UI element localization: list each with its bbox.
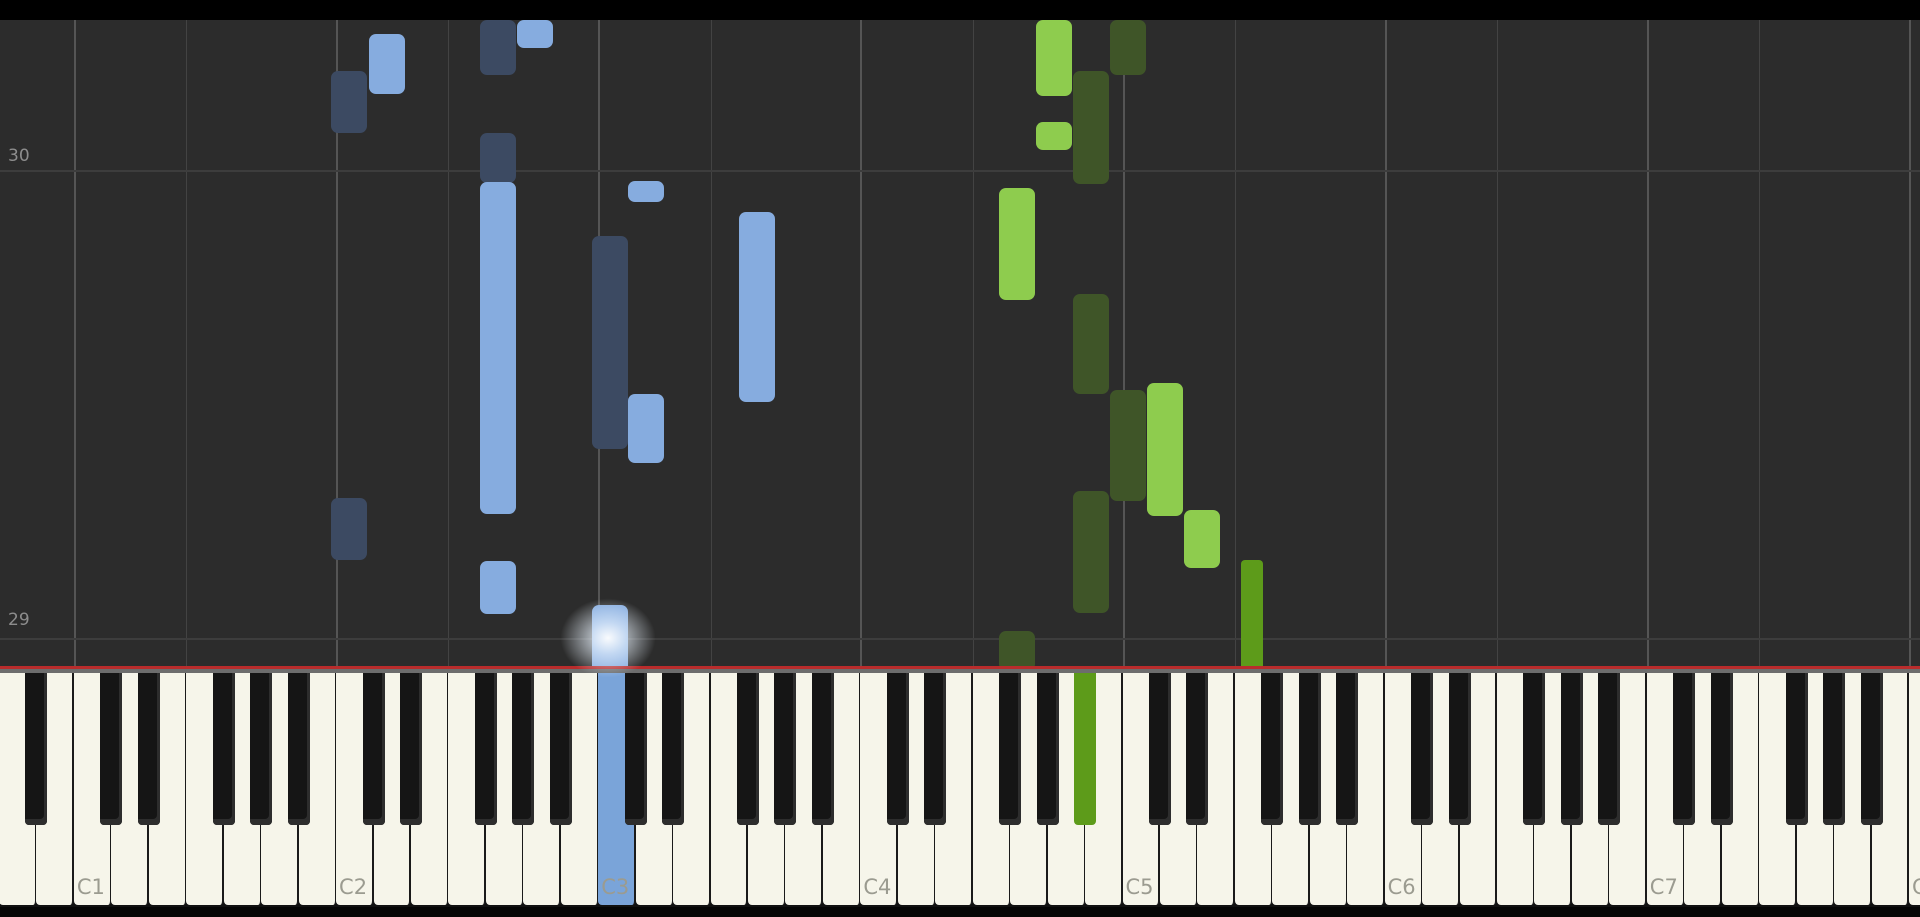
black-key-Csharp6[interactable]	[1411, 673, 1434, 825]
black-key-Dsharp1[interactable]	[137, 673, 160, 825]
left-hand-note	[628, 394, 664, 463]
grid-line-C5	[1122, 20, 1125, 666]
right-hand-note	[1184, 510, 1220, 568]
right-hand-note	[1110, 20, 1146, 75]
grid-line-C7	[1646, 20, 1649, 666]
right-hand-note	[999, 188, 1035, 300]
grid-line-C8	[1908, 20, 1911, 666]
black-key-Gsharp2[interactable]	[512, 673, 535, 825]
grid-line-C1	[73, 20, 76, 666]
right-hand-note	[1073, 71, 1109, 184]
black-key-Fsharp3[interactable]	[737, 673, 759, 825]
left-hand-note	[480, 561, 516, 614]
measure-line	[0, 638, 1920, 640]
left-hand-note	[592, 236, 628, 449]
measure-line	[0, 170, 1920, 172]
black-key-Dsharp6[interactable]	[1448, 673, 1471, 825]
black-key-Asharp1[interactable]	[287, 673, 310, 825]
grid-line-F4	[972, 20, 974, 666]
black-key-Fsharp6[interactable]	[1523, 673, 1546, 825]
black-key-Gsharp7[interactable]	[1823, 673, 1846, 825]
grid-line-F2	[448, 20, 450, 666]
black-key-Asharp2[interactable]	[549, 673, 572, 825]
left-hand-note	[331, 498, 367, 560]
black-key-Dsharp5[interactable]	[1186, 673, 1209, 825]
grid-line-F7	[1759, 20, 1761, 666]
white-key-C8[interactable]	[1908, 673, 1920, 905]
key-label-C8: C8	[1911, 875, 1920, 899]
black-key-Asharp4[interactable]	[1074, 673, 1097, 825]
right-hand-note	[1073, 294, 1109, 394]
right-hand-note	[1110, 390, 1146, 501]
black-key-Gsharp3[interactable]	[774, 673, 797, 825]
right-hand-note	[1036, 122, 1072, 150]
left-hand-note	[592, 605, 628, 666]
grid-line-F6	[1497, 20, 1498, 666]
left-hand-note	[517, 20, 553, 48]
grid-line-F5	[1234, 20, 1236, 666]
key-label-C6: C6	[1387, 875, 1416, 899]
black-key-Fsharp2[interactable]	[474, 673, 497, 825]
measure-number-29: 29	[8, 610, 30, 630]
key-label-C1: C1	[76, 875, 105, 899]
black-key-Dsharp2[interactable]	[399, 673, 422, 825]
black-key-Csharp3[interactable]	[624, 673, 647, 825]
right-hand-note	[1147, 383, 1183, 516]
left-hand-note	[480, 20, 516, 75]
black-key-Gsharp6[interactable]	[1560, 673, 1583, 825]
black-key-Gsharp5[interactable]	[1298, 673, 1321, 825]
black-key-Asharp7[interactable]	[1860, 673, 1883, 825]
left-hand-note	[739, 212, 775, 402]
black-key-Dsharp7[interactable]	[1710, 673, 1733, 825]
key-label-C3: C3	[601, 875, 630, 899]
keyboard-top-edge	[0, 669, 1920, 673]
hit-line	[0, 666, 1920, 669]
key-label-C7: C7	[1649, 875, 1678, 899]
black-key-Fsharp7[interactable]	[1785, 673, 1808, 825]
black-key-Asharp0[interactable]	[25, 673, 48, 825]
right-hand-note	[1036, 20, 1072, 96]
grid-line-C6	[1384, 20, 1387, 666]
black-key-Csharp2[interactable]	[362, 673, 385, 825]
left-hand-note	[628, 181, 664, 202]
black-key-Asharp6[interactable]	[1598, 673, 1621, 825]
grid-line-F1	[186, 20, 188, 666]
measure-number-30: 30	[8, 146, 30, 166]
black-key-Asharp5[interactable]	[1336, 673, 1359, 825]
key-label-C2: C2	[339, 875, 368, 899]
left-hand-note	[480, 133, 516, 183]
key-label-C5: C5	[1125, 875, 1154, 899]
grid-line-F3	[710, 20, 712, 666]
black-key-Gsharp4[interactable]	[1036, 673, 1059, 825]
piano-keyboard[interactable]: C1 C2 C3 C4 C5 C6 C7 C8	[0, 673, 1920, 907]
black-key-Csharp5[interactable]	[1148, 673, 1171, 825]
black-key-Dsharp4[interactable]	[924, 673, 947, 825]
left-hand-note	[331, 71, 367, 133]
black-key-Gsharp1[interactable]	[250, 673, 273, 825]
bottom-bar	[0, 907, 1920, 917]
black-key-Fsharp5[interactable]	[1261, 673, 1284, 825]
black-key-Dsharp3[interactable]	[662, 673, 685, 825]
left-hand-note	[480, 182, 516, 514]
right-hand-note	[999, 631, 1035, 666]
black-key-Csharp4[interactable]	[886, 673, 909, 825]
grid-line-C2	[336, 20, 339, 666]
black-key-Asharp3[interactable]	[811, 673, 834, 825]
grid-line-C4	[860, 20, 863, 666]
right-hand-note	[1241, 560, 1263, 666]
black-key-Fsharp1[interactable]	[212, 673, 235, 825]
key-label-C4: C4	[863, 875, 892, 899]
right-hand-note	[1073, 491, 1109, 613]
left-hand-note	[369, 34, 405, 94]
piano-roll: 30 29	[0, 20, 1920, 666]
black-key-Csharp1[interactable]	[100, 673, 123, 825]
black-key-Fsharp4[interactable]	[999, 673, 1022, 825]
black-key-Csharp7[interactable]	[1673, 673, 1696, 825]
